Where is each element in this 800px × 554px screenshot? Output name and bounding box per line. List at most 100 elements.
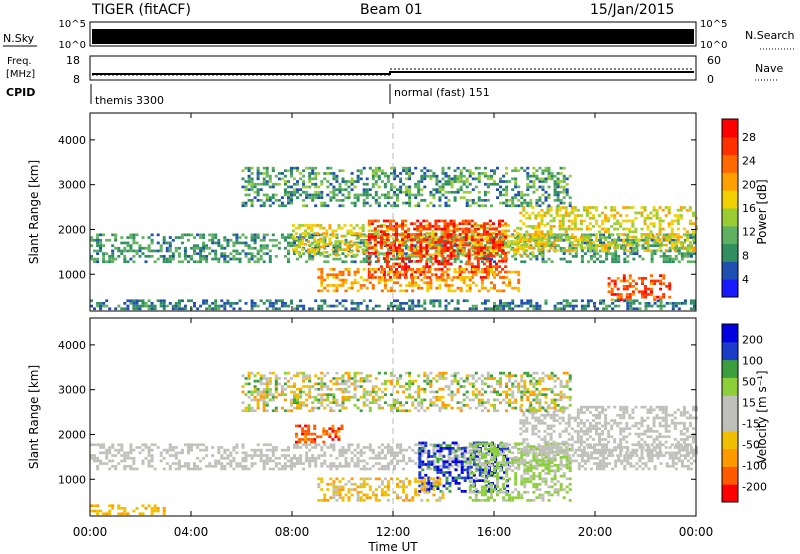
heatmap-cell [478,468,482,472]
heatmap-cell [585,206,589,209]
heatmap-cell [271,233,275,237]
heatmap-cell [628,277,632,280]
heatmap-cell [305,454,309,457]
heatmap-cell [317,252,321,255]
heatmap-cell [514,193,518,197]
heatmap-cell [456,190,460,194]
heatmap-cell [320,464,324,468]
heatmap-cell [377,451,381,455]
heatmap-cell [102,255,106,258]
heatmap-cell [556,172,560,175]
heatmap-cell [283,456,287,460]
heatmap-cell [211,446,215,449]
heatmap-cell [447,456,451,460]
heatmap-cell [476,259,480,263]
heatmap-cell [629,462,633,465]
heatmap-cell [602,260,606,264]
heatmap-cell [537,214,541,217]
heatmap-cell [462,281,466,285]
heatmap-cell [120,459,124,463]
heatmap-cell [443,251,447,254]
heatmap-cell [174,451,178,455]
heatmap-cell [320,448,324,452]
heatmap-cell [559,302,563,305]
heatmap-cell [441,169,445,173]
heatmap-cell [437,225,441,228]
heatmap-cell [523,199,527,202]
heatmap-cell [376,268,380,271]
heatmap-cell [120,249,124,253]
heatmap-cell [90,454,93,457]
heatmap-cell [171,448,175,452]
heatmap-cell [570,227,574,231]
heatmap-cell [508,448,512,452]
heatmap-cell [541,244,545,247]
heatmap-cell [635,252,639,255]
heatmap-cell [496,196,499,199]
heatmap-cell [362,459,366,463]
heatmap-cell [447,177,451,181]
heatmap-cell [689,456,693,460]
heatmap-cell [643,216,647,220]
heatmap-cell [602,302,606,305]
heatmap-cell [511,177,515,181]
heatmap-cell [626,233,630,237]
heatmap-cell [150,249,154,253]
heatmap-cell [395,238,398,242]
heatmap-cell [302,462,306,465]
heatmap-cell [462,174,466,178]
heatmap-cell [268,185,272,189]
heatmap-cell [617,238,621,242]
heatmap-cell [168,260,172,264]
heatmap-cell [562,246,566,250]
heatmap-cell [362,182,366,186]
heatmap-cell [144,456,148,460]
heatmap-cell [193,443,196,447]
heatmap-cell [422,246,426,250]
heatmap-cell [445,479,449,482]
heatmap-cell [604,216,608,220]
heatmap-cell [436,484,440,488]
heatmap-cell [353,201,357,205]
heatmap-cell [458,227,462,231]
heatmap-cell [520,166,524,170]
heatmap-cell [454,463,458,466]
heatmap-cell [383,185,387,189]
heatmap-cell [162,456,166,460]
heatmap-cell [310,242,314,246]
heatmap-cell [541,201,545,205]
heatmap-cell [529,304,533,308]
heatmap-cell [510,248,514,251]
heatmap-cell [393,281,396,285]
heatmap-cell [641,257,645,261]
freq-tick-bottom: 8 [73,73,80,86]
heatmap-cell [641,293,644,296]
heatmap-cell [114,464,118,468]
heatmap-cell [573,206,577,209]
heatmap-cell [287,446,290,449]
heatmap-cell [359,467,363,471]
heatmap-cell [632,238,636,242]
heatmap-cell [425,238,429,242]
heatmap-cell [490,270,493,274]
heatmap-cell [341,284,345,287]
heatmap-cell [482,227,486,231]
heatmap-cell [556,185,560,189]
heatmap-cell [498,253,501,257]
heatmap-cell [399,443,403,447]
heatmap-cell [418,455,422,458]
heatmap-cell [535,169,539,173]
heatmap-cell [350,182,354,186]
heatmap-cell [295,226,298,230]
heatmap-cell [205,257,209,261]
heatmap-cell [362,244,366,247]
heatmap-cell [395,235,398,239]
heatmap-cell [271,193,275,197]
heatmap-cell [475,463,479,466]
heatmap-cell [196,443,200,447]
heatmap-cell [413,251,417,255]
heatmap-cell [168,464,172,468]
heatmap-cell [486,289,490,293]
heatmap-cell [262,166,266,170]
heatmap-cell [296,182,299,186]
